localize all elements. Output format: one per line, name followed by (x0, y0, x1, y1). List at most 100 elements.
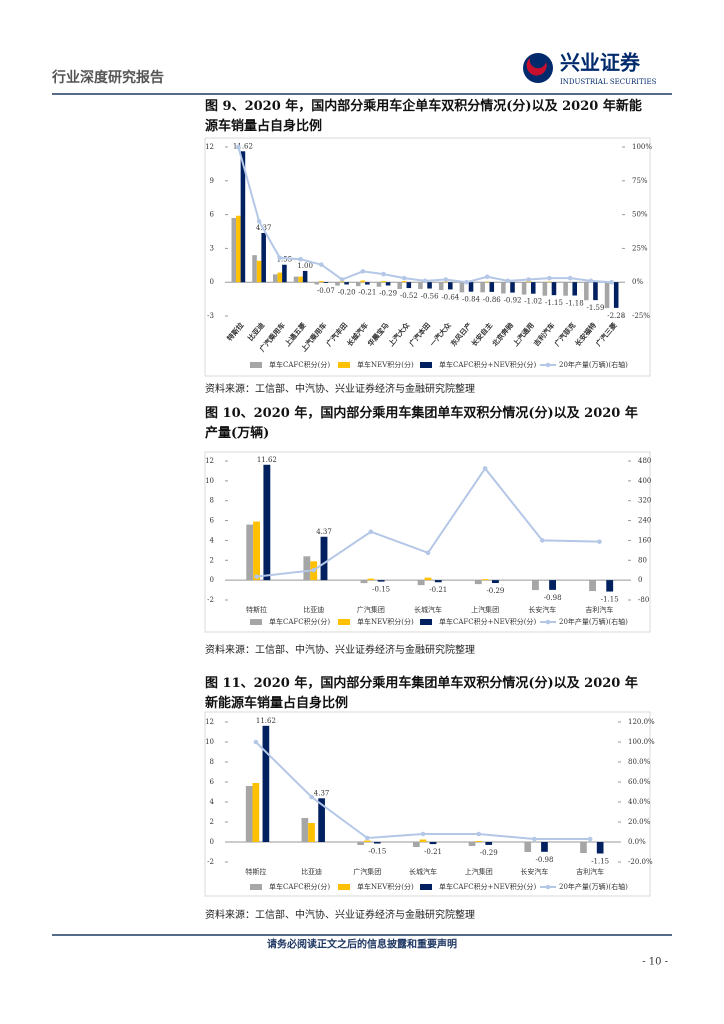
bar (277, 272, 283, 283)
x-tick-label: 广汽集团 (357, 605, 385, 614)
y-tick-label: 6 (210, 211, 215, 219)
x-tick-label: 华晨宝马 (366, 321, 391, 348)
bar (308, 823, 315, 842)
y2-tick-label: -80 (638, 596, 649, 604)
y-tick-label: 8 (210, 497, 214, 505)
legend-marker (250, 884, 262, 890)
bar (438, 282, 444, 291)
bar (318, 798, 325, 842)
line-point (464, 279, 469, 285)
bar (293, 276, 299, 283)
bar (419, 839, 427, 842)
line-point (339, 277, 345, 282)
y-tick-label: 2 (210, 556, 214, 564)
bar (434, 580, 442, 583)
line-series (237, 146, 612, 284)
bar (323, 282, 329, 283)
line-point (256, 219, 262, 224)
data-label: -0.15 (372, 586, 390, 594)
bar (606, 580, 614, 592)
y2-tick-label: 100.0% (628, 738, 655, 746)
figure-title: 图 10、2020 年，国内部分乘用车集团单车双积分情况(分)以及 2020 年… (205, 406, 638, 441)
y-tick-label: 4 (210, 536, 215, 544)
chart-frame (204, 451, 651, 633)
x-tick-label: 长城汽车 (409, 867, 437, 876)
line-point (381, 271, 386, 277)
bar (429, 842, 437, 845)
line-point (482, 466, 488, 471)
x-tick-label: 上汽集团 (465, 867, 493, 876)
x-tick-label: 比亚迪 (246, 321, 266, 343)
bar (551, 282, 557, 296)
bar (252, 255, 257, 283)
data-label: -0.64 (441, 293, 459, 301)
bar (231, 217, 237, 283)
bar (468, 842, 476, 846)
y-tick-label: 12 (205, 457, 214, 465)
line-point (253, 739, 259, 745)
line-point (422, 278, 428, 284)
y2-tick-label: 100% (632, 143, 652, 151)
bar (459, 282, 465, 293)
line-point (443, 277, 449, 282)
header-title: 行业深度研究报告 (51, 69, 164, 86)
bar (344, 282, 349, 285)
legend-marker (545, 884, 551, 890)
y2-tick-label: 20.0% (628, 818, 651, 826)
x-tick-label: 吉利汽车 (532, 321, 557, 348)
bar (320, 536, 328, 581)
line-point (368, 529, 374, 535)
y2-tick-label: 60.0% (628, 778, 651, 786)
legend-label: 单车CAFC积分+NEV积分(分) (439, 360, 537, 369)
data-label: 4.37 (314, 789, 330, 797)
bar (303, 556, 311, 581)
x-tick-label: 广汽本田 (407, 321, 432, 348)
y-tick-label: -3 (207, 312, 214, 320)
data-label: -0.29 (480, 849, 498, 857)
y-tick-label: 10 (205, 738, 214, 746)
bar (510, 282, 515, 293)
data-label: -0.07 (317, 287, 335, 295)
bar (541, 842, 548, 852)
line-point (532, 836, 537, 842)
y-tick-label: 12 (205, 143, 214, 151)
figure-title: 图 9、2020 年，国内部分乘用车企单车双积分情况(分)以及 2020 年新能… (205, 99, 642, 134)
x-tick-label: 比亚迪 (301, 867, 322, 876)
x-tick-label: 特斯拉 (225, 321, 245, 343)
bar (261, 232, 266, 283)
y-tick-label: 0 (210, 576, 214, 584)
chart-frame (204, 137, 651, 377)
bar (475, 841, 483, 842)
x-tick-label: 北京奔驰 (490, 321, 515, 348)
bar (501, 282, 506, 294)
legend-marker (338, 362, 350, 368)
bar (417, 580, 425, 586)
legend-label: 单车CAFC积分(分) (269, 360, 330, 369)
x-tick-label: 上汽通用 (511, 321, 536, 348)
bar (397, 282, 402, 289)
bar (474, 580, 482, 585)
bar (240, 151, 246, 283)
bar (418, 282, 423, 289)
bar (381, 281, 386, 283)
logo-swirl (526, 58, 547, 76)
legend-marker (250, 362, 262, 368)
bar (412, 842, 420, 847)
legend-marker (250, 619, 262, 625)
bar (319, 281, 324, 283)
y-tick-label: 6 (210, 517, 215, 525)
line-point (360, 269, 366, 274)
bar (584, 282, 589, 301)
legend-label: 单车CAFC积分(分) (269, 882, 330, 891)
data-label: -1.18 (566, 299, 584, 307)
y2-tick-label: 80.0% (628, 758, 651, 766)
data-label: -0.29 (379, 289, 397, 297)
data-label: -0.21 (429, 586, 447, 594)
line-point (309, 794, 314, 800)
y2-tick-label: 120.0% (628, 718, 655, 726)
bar (367, 578, 375, 581)
logo-english: INDUSTRIAL SECURITIES (560, 78, 657, 86)
bar (542, 282, 548, 296)
bar (604, 282, 610, 309)
